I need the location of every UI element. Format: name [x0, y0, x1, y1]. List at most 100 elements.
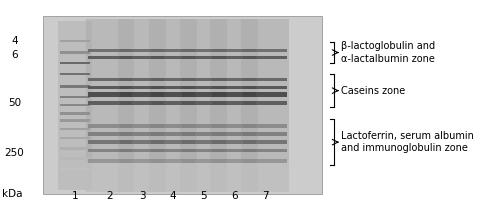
Bar — [182, 49, 226, 52]
Bar — [88, 124, 132, 128]
Bar — [210, 19, 258, 192]
Text: 250: 250 — [4, 149, 24, 158]
Bar — [88, 56, 132, 59]
Bar — [60, 147, 90, 150]
Bar — [243, 78, 287, 81]
Bar — [58, 21, 92, 190]
Bar — [120, 124, 164, 128]
Bar — [60, 112, 90, 115]
Bar — [212, 78, 256, 81]
Text: 6: 6 — [11, 50, 18, 60]
Bar — [60, 104, 90, 106]
Bar — [120, 159, 164, 163]
Bar — [60, 73, 90, 75]
Bar — [120, 101, 164, 105]
Text: 2: 2 — [106, 191, 114, 201]
Text: β-lactoglobulin and
α-lactalbumin zone: β-lactoglobulin and α-lactalbumin zone — [342, 41, 436, 64]
Bar — [243, 132, 287, 136]
Text: Lactoferrin, serum albumin
and immunoglobulin zone: Lactoferrin, serum albumin and immunoglo… — [342, 131, 474, 153]
Bar — [120, 56, 164, 59]
Bar — [120, 92, 164, 97]
Bar — [120, 78, 164, 81]
Bar — [88, 159, 132, 163]
Bar — [182, 86, 226, 89]
Bar — [212, 140, 256, 144]
Bar — [243, 159, 287, 163]
Bar — [210, 161, 258, 192]
Bar — [60, 51, 90, 54]
Bar — [86, 19, 134, 192]
Bar — [212, 132, 256, 136]
Bar — [88, 101, 132, 105]
Bar — [180, 161, 228, 192]
Bar — [60, 96, 90, 98]
Bar — [212, 49, 256, 52]
Bar — [182, 124, 226, 128]
Bar — [243, 124, 287, 128]
Bar — [151, 149, 195, 152]
Text: 6: 6 — [231, 191, 237, 201]
Bar — [120, 49, 164, 52]
Bar — [243, 49, 287, 52]
Bar — [151, 56, 195, 59]
Bar — [182, 78, 226, 81]
Bar — [151, 159, 195, 163]
Bar — [151, 132, 195, 136]
Bar — [151, 78, 195, 81]
Bar — [60, 128, 90, 130]
Bar — [212, 149, 256, 152]
Bar — [88, 78, 132, 81]
Bar — [212, 56, 256, 59]
Bar — [241, 161, 289, 192]
Bar — [182, 132, 226, 136]
Bar — [151, 101, 195, 105]
Bar — [120, 86, 164, 89]
Bar — [60, 62, 90, 64]
Bar — [182, 159, 226, 163]
Bar — [88, 132, 132, 136]
Bar — [151, 140, 195, 144]
Bar — [88, 140, 132, 144]
Bar — [88, 149, 132, 152]
Bar — [60, 85, 90, 88]
Bar — [151, 124, 195, 128]
Bar — [60, 168, 90, 170]
Bar — [212, 159, 256, 163]
Bar — [149, 161, 197, 192]
Text: 4: 4 — [11, 36, 18, 46]
Bar — [180, 19, 228, 192]
Bar — [182, 149, 226, 152]
Bar — [243, 101, 287, 105]
Bar — [182, 101, 226, 105]
Text: Caseins zone: Caseins zone — [342, 86, 406, 96]
Text: 5: 5 — [200, 191, 207, 201]
Bar — [212, 101, 256, 105]
Bar — [118, 161, 166, 192]
Bar — [151, 86, 195, 89]
Bar — [243, 86, 287, 89]
Bar — [60, 157, 90, 160]
Bar — [120, 132, 164, 136]
Bar — [212, 86, 256, 89]
Bar — [60, 40, 90, 42]
Bar — [88, 86, 132, 89]
Bar — [60, 137, 90, 139]
Text: 4: 4 — [170, 191, 176, 201]
Bar — [120, 140, 164, 144]
Bar — [182, 92, 226, 97]
Bar — [212, 124, 256, 128]
Text: 3: 3 — [139, 191, 145, 201]
Bar — [243, 56, 287, 59]
Bar — [182, 140, 226, 144]
Bar — [88, 92, 132, 97]
Bar — [241, 19, 289, 192]
Text: 1: 1 — [72, 191, 78, 201]
Bar — [151, 92, 195, 97]
Bar — [149, 19, 197, 192]
Bar — [243, 149, 287, 152]
Bar — [243, 92, 287, 97]
Text: 7: 7 — [262, 191, 268, 201]
Bar — [212, 92, 256, 97]
Bar — [86, 161, 134, 192]
FancyBboxPatch shape — [43, 16, 322, 194]
